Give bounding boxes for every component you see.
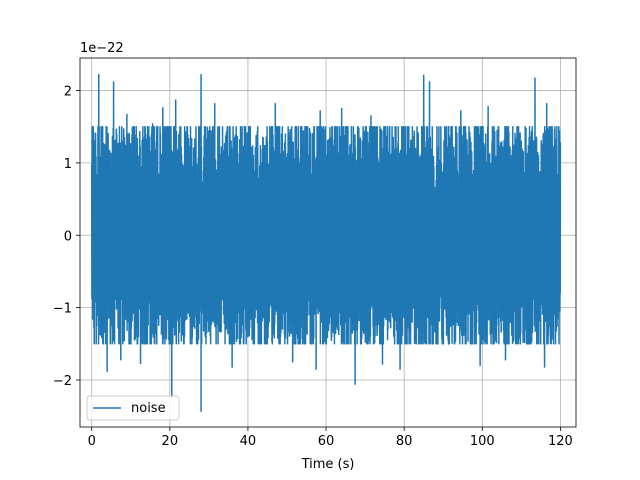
y-tick-label-1: −1 [53,302,72,317]
x-tick-label-2: 40 [240,434,257,449]
x-tick-label-1: 20 [162,434,179,449]
legend: noise [86,395,180,421]
y-tick-label-0: −2 [53,374,72,389]
x-tick-label-6: 120 [548,434,573,449]
x-tick-label-0: 0 [88,434,96,449]
series-line-noise [90,73,562,412]
x-tick-label-5: 100 [470,434,495,449]
y-tick-label-2: 0 [64,229,72,244]
x-tick-label-4: 80 [396,434,413,449]
x-axis-label: Time (s) [301,457,355,472]
axes-frame [79,57,577,428]
y-offset-text: 1e−22 [80,41,124,56]
plot-area: 0 20 40 60 80 100 120 −2 −1 0 1 2 noise [53,57,577,449]
y-tick-label-3: 1 [64,157,72,172]
x-tick-label-3: 60 [318,434,335,449]
y-tick-label-4: 2 [64,85,72,100]
legend-label-noise: noise [131,401,166,416]
legend-box [86,395,180,421]
